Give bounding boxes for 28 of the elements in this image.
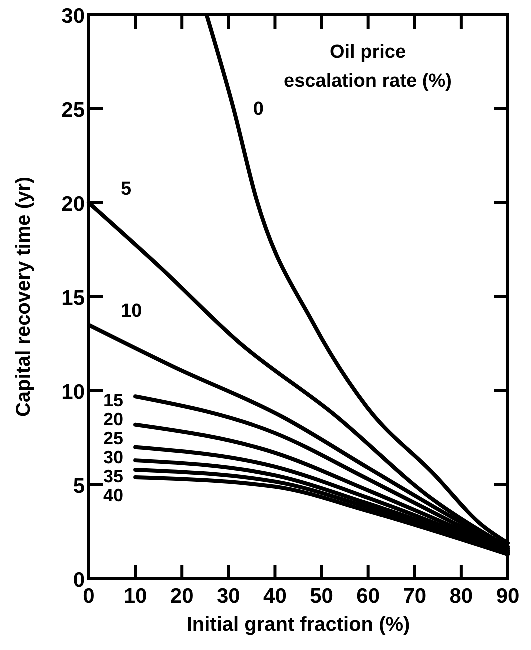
x-tick-label: 60 [356, 585, 380, 608]
y-tick-label: 0 [73, 569, 85, 592]
series-label: 15 [104, 390, 124, 411]
x-tick-label: 10 [124, 585, 148, 608]
series-label: 5 [121, 179, 132, 200]
x-tick-label: 20 [170, 585, 194, 608]
y-tick-label: 5 [73, 475, 86, 498]
y-tick-label: 15 [62, 287, 86, 310]
x-tick-label: 30 [216, 585, 240, 608]
series-label: 10 [121, 301, 142, 322]
x-tick-label: 40 [264, 585, 287, 608]
series-label: 30 [104, 448, 124, 468]
x-tick-label: 90 [496, 585, 520, 608]
x-tick-label: 50 [310, 585, 334, 608]
x-tick-label: 80 [450, 585, 474, 608]
y-tick-label: 25 [62, 99, 86, 122]
series-label: 25 [104, 428, 124, 449]
y-tick-label: 30 [62, 5, 85, 28]
series-label: 40 [104, 486, 124, 506]
y-axis-title: Capital recovery time (yr) [13, 176, 35, 418]
legend-title: Oil price escalation rate (%) [284, 42, 452, 92]
y-tick-label: 20 [62, 193, 85, 216]
x-tick-label: 70 [403, 585, 427, 608]
y-tick-label: 10 [62, 381, 85, 404]
x-axis-title: Initial grant fraction (%) [186, 614, 410, 636]
series-label: 0 [253, 99, 264, 120]
series-label: 20 [104, 410, 124, 430]
series-label: 35 [104, 466, 124, 487]
